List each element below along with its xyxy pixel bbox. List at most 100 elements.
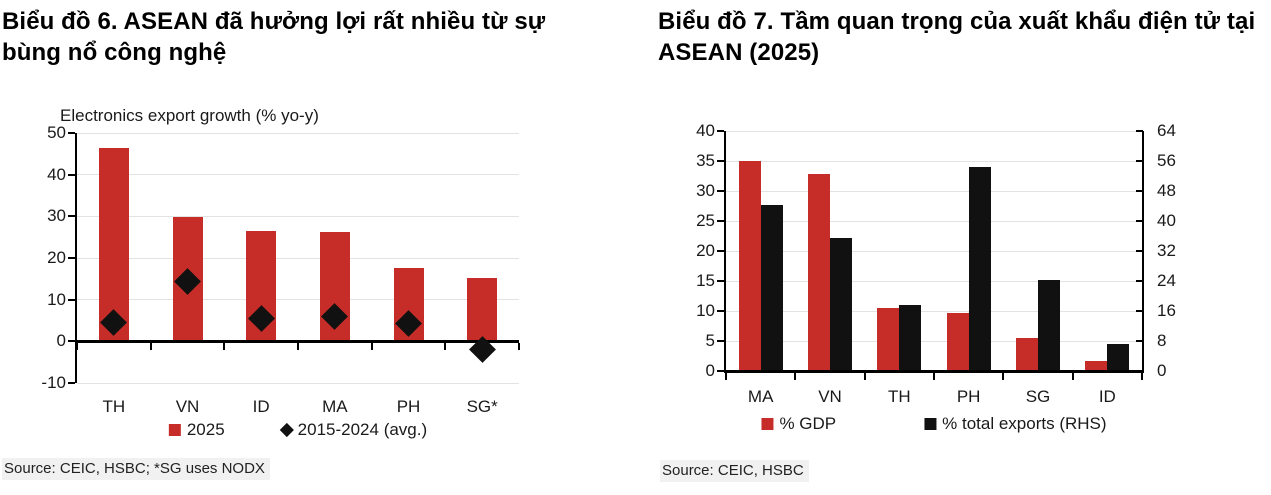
bar-2025-ph: [393, 268, 424, 342]
legend-square-icon: [168, 424, 181, 436]
bar-2025-th: [98, 147, 129, 342]
gridline: [726, 310, 1142, 312]
bar-total-exports-rhs-ma: [760, 204, 783, 371]
bar-total-exports-rhs-th: [899, 305, 922, 371]
gridline: [726, 250, 1142, 252]
y-axis-tick: [68, 340, 75, 343]
y-tick-label: 30: [47, 206, 66, 226]
gridline: [726, 160, 1142, 162]
x-category-label: ID: [252, 397, 270, 416]
legend-diamond-icon: [279, 422, 294, 438]
x-axis-line: [724, 369, 1144, 373]
bar-2025-ma: [319, 231, 350, 342]
x-axis-tick: [223, 342, 226, 350]
y-tick-label: 0: [705, 361, 715, 380]
y2-axis-tick: [1136, 160, 1143, 162]
legend-label: % total exports (RHS): [942, 414, 1107, 433]
y2-tick-label: 0: [1157, 361, 1167, 380]
x-category-label: VN: [175, 397, 200, 416]
y2-axis-tick: [1136, 130, 1143, 132]
gridline: [726, 340, 1142, 342]
gridline: [726, 190, 1142, 192]
bar-2025-sg: [467, 277, 498, 342]
x-axis-line: [75, 339, 519, 343]
y2-axis-tick: [1136, 250, 1143, 252]
marker-2015-2024-avg-id: [247, 304, 275, 332]
y-axis-tick: [717, 130, 724, 132]
y2-axis-tick: [1136, 220, 1143, 222]
y2-tick-label: 24: [1157, 271, 1176, 290]
bar-gdp-sg: [1016, 338, 1038, 371]
y-tick-label: 35: [696, 151, 715, 170]
legend-item-2025: 2025: [168, 420, 225, 440]
y-tick-label: 40: [47, 164, 66, 184]
y2-axis-tick: [1136, 370, 1143, 372]
legend-label: 2025: [186, 420, 225, 439]
y2-tick-label: 16: [1157, 301, 1176, 320]
x-axis-tick: [297, 342, 299, 350]
y2-tick-label: 32: [1157, 241, 1176, 260]
y-axis-tick: [68, 257, 75, 259]
gridline: [726, 130, 1142, 132]
chart6-source: Source: CEIC, HSBC; *SG uses NODX: [2, 458, 270, 480]
legend-square-icon: [761, 418, 774, 430]
gridline: [77, 257, 519, 259]
y-tick-label: -10: [41, 373, 66, 392]
chart6-caption: Biểu đồ 6. ASEAN đã hưởng lợi rất nhiều …: [2, 8, 546, 66]
y-axis-tick: [68, 132, 75, 134]
chart7-caption: Biểu đồ 7. Tầm quan trọng của xuất khẩu …: [658, 8, 1256, 66]
y-axis-tick: [717, 280, 724, 282]
y-axis-line: [724, 131, 726, 371]
chart-legend: % GDP % total exports (RHS): [761, 414, 1107, 434]
y-tick-label: 20: [696, 241, 715, 260]
y-axis-tick: [717, 160, 724, 162]
y2-axis-tick: [1136, 310, 1143, 312]
bar-2025-vn: [172, 217, 203, 342]
gridline: [77, 174, 519, 176]
x-axis-tick: [1002, 372, 1005, 380]
y-axis-tick: [717, 370, 724, 372]
y-axis-tick: [717, 250, 724, 252]
gridline: [726, 220, 1142, 222]
y-tick-label: 30: [696, 181, 715, 200]
y2-tick-label: 64: [1157, 121, 1176, 140]
chart-axis-title: Electronics export growth (% yo-y): [60, 106, 319, 125]
x-category-label: SG*: [466, 397, 498, 416]
legend-label: 2015-2024 (avg.): [297, 420, 428, 439]
bar-total-exports-rhs-id: [1107, 344, 1130, 371]
gridline: [726, 280, 1142, 282]
x-category-label: VN: [818, 387, 842, 406]
legend-square-icon: [924, 418, 937, 430]
y2-axis-line: [1142, 131, 1144, 371]
x-category-label: ID: [1098, 387, 1116, 406]
chart-legend: 2025 2015-2024 (avg.): [168, 420, 428, 440]
legend-item-2015-2024-avg: 2015-2024 (avg.): [279, 420, 428, 440]
y-axis-tick: [68, 215, 75, 218]
legend-item-gdp: % GDP: [761, 414, 836, 434]
x-category-label: SG: [1025, 387, 1051, 406]
y-axis-tick: [68, 298, 75, 301]
y2-tick-label: 56: [1157, 151, 1176, 170]
x-axis-tick: [518, 342, 520, 350]
x-category-label: MA: [322, 397, 348, 416]
x-category-label: PH: [396, 397, 421, 416]
marker-2015-2024-avg-ma: [321, 302, 349, 330]
marker-2015-2024-avg-th: [100, 309, 128, 337]
x-category-label: TH: [887, 387, 911, 406]
bar-total-exports-rhs-sg: [1038, 279, 1060, 371]
x-axis-tick: [794, 372, 797, 380]
x-axis-tick: [725, 372, 727, 380]
y-tick-label: 5: [705, 331, 715, 350]
x-category-label: TH: [102, 397, 126, 416]
gridline: [77, 132, 519, 134]
legend-item-total-exports-rhs: % total exports (RHS): [924, 414, 1107, 434]
y2-tick-label: 8: [1157, 331, 1167, 350]
y-tick-label: 0: [56, 331, 66, 351]
x-axis-tick: [370, 342, 373, 350]
y-axis-tick: [717, 220, 724, 222]
legend-label: % GDP: [779, 414, 837, 433]
y-tick-label: 10: [47, 289, 66, 309]
y-axis-tick: [717, 310, 724, 312]
